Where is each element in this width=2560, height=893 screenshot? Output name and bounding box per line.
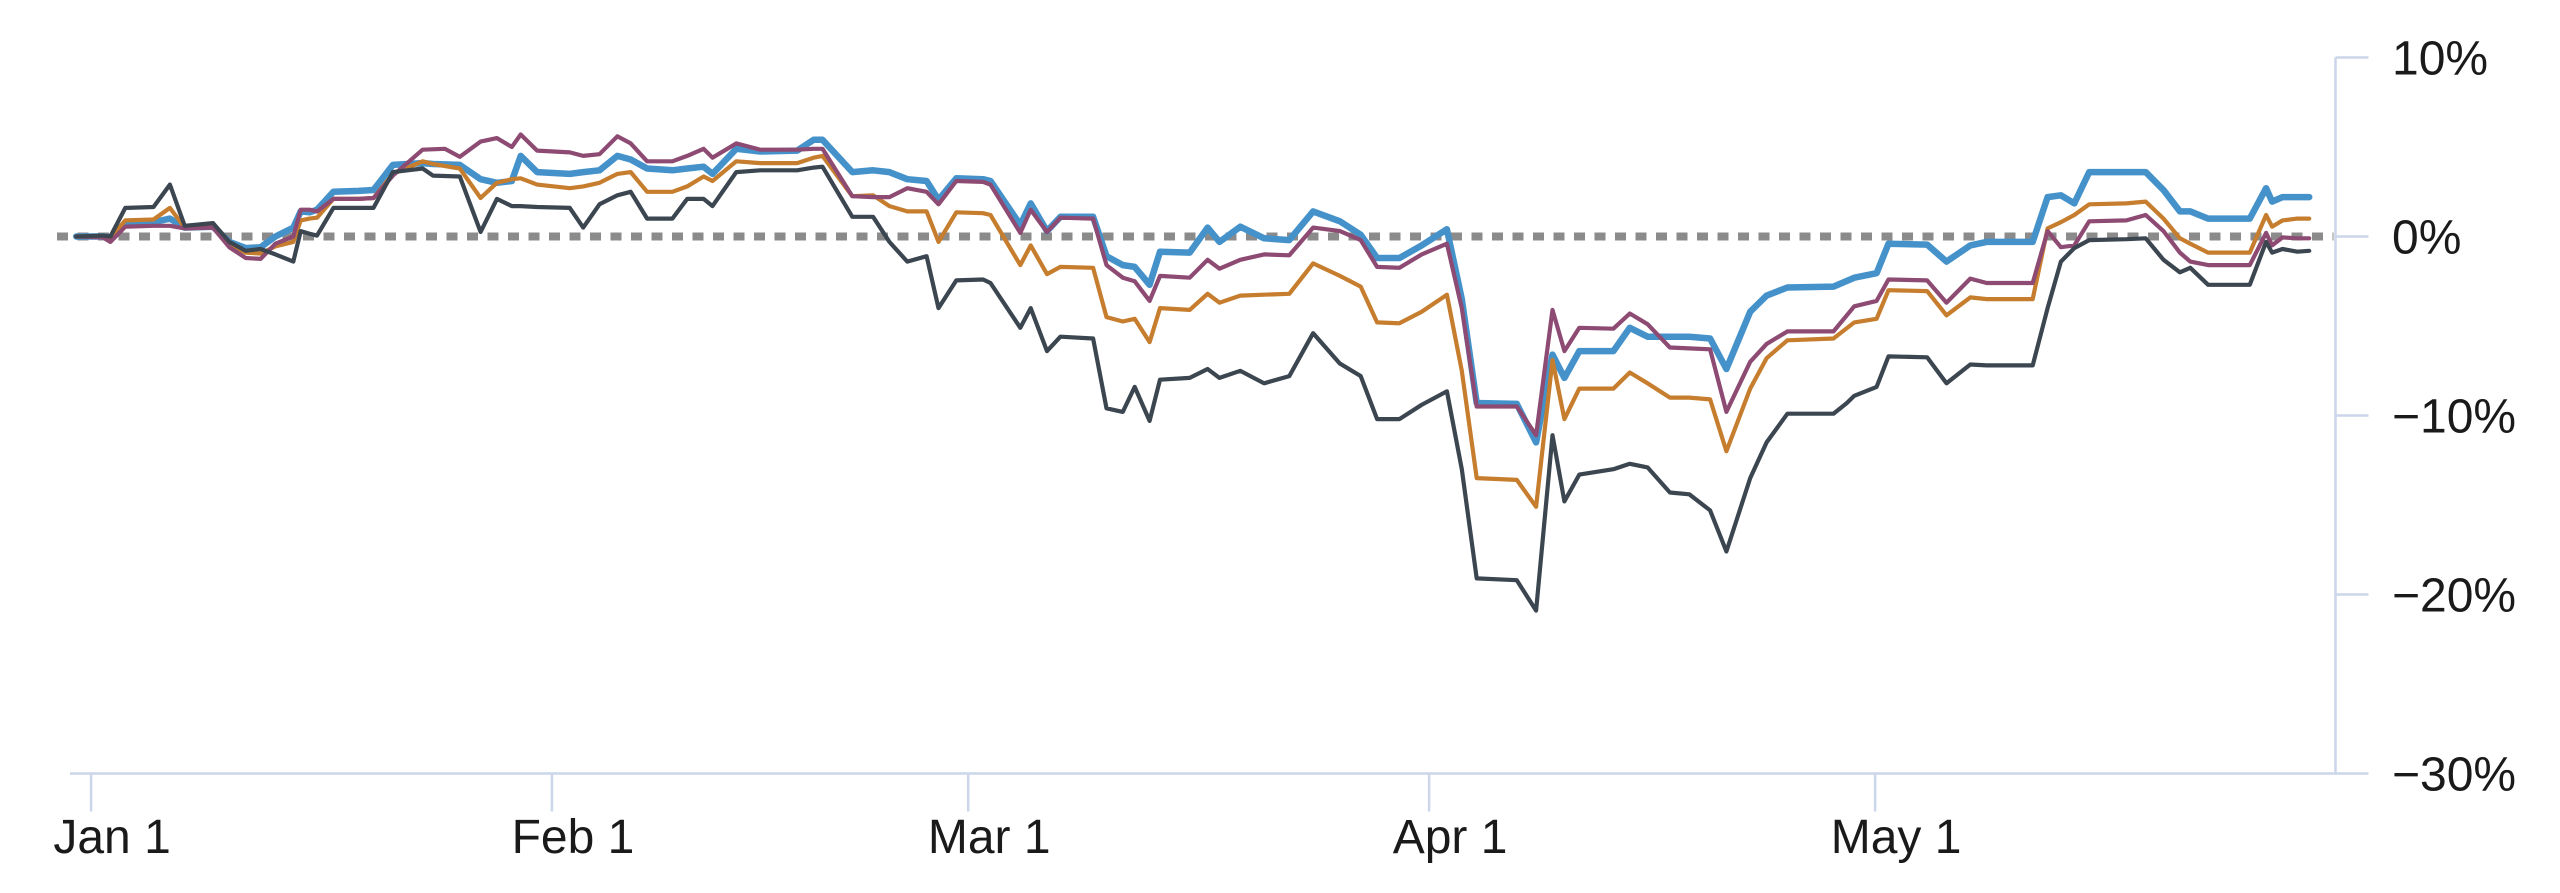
y-axis-tick-label: 10% [2392,33,2488,86]
y-axis-tick-label: −30% [2392,749,2516,802]
x-axis-tick-label: Apr 1 [1393,811,1508,864]
series-dark-gray-line [74,164,2312,613]
x-axis-tick-label: Jan 1 [53,811,170,864]
series-orange-line [74,153,2312,509]
series-blue-line [72,136,2313,446]
y-axis-tick-label: 0% [2392,212,2461,265]
x-axis-tick-label: May 1 [1831,811,1962,864]
series-purple-line [74,132,2312,438]
y-axis-tick-label: −10% [2392,391,2516,444]
x-axis-tick-label: Mar 1 [928,811,1051,864]
y-axis-tick-label: −20% [2392,570,2516,623]
x-axis-tick-label: Feb 1 [512,811,635,864]
